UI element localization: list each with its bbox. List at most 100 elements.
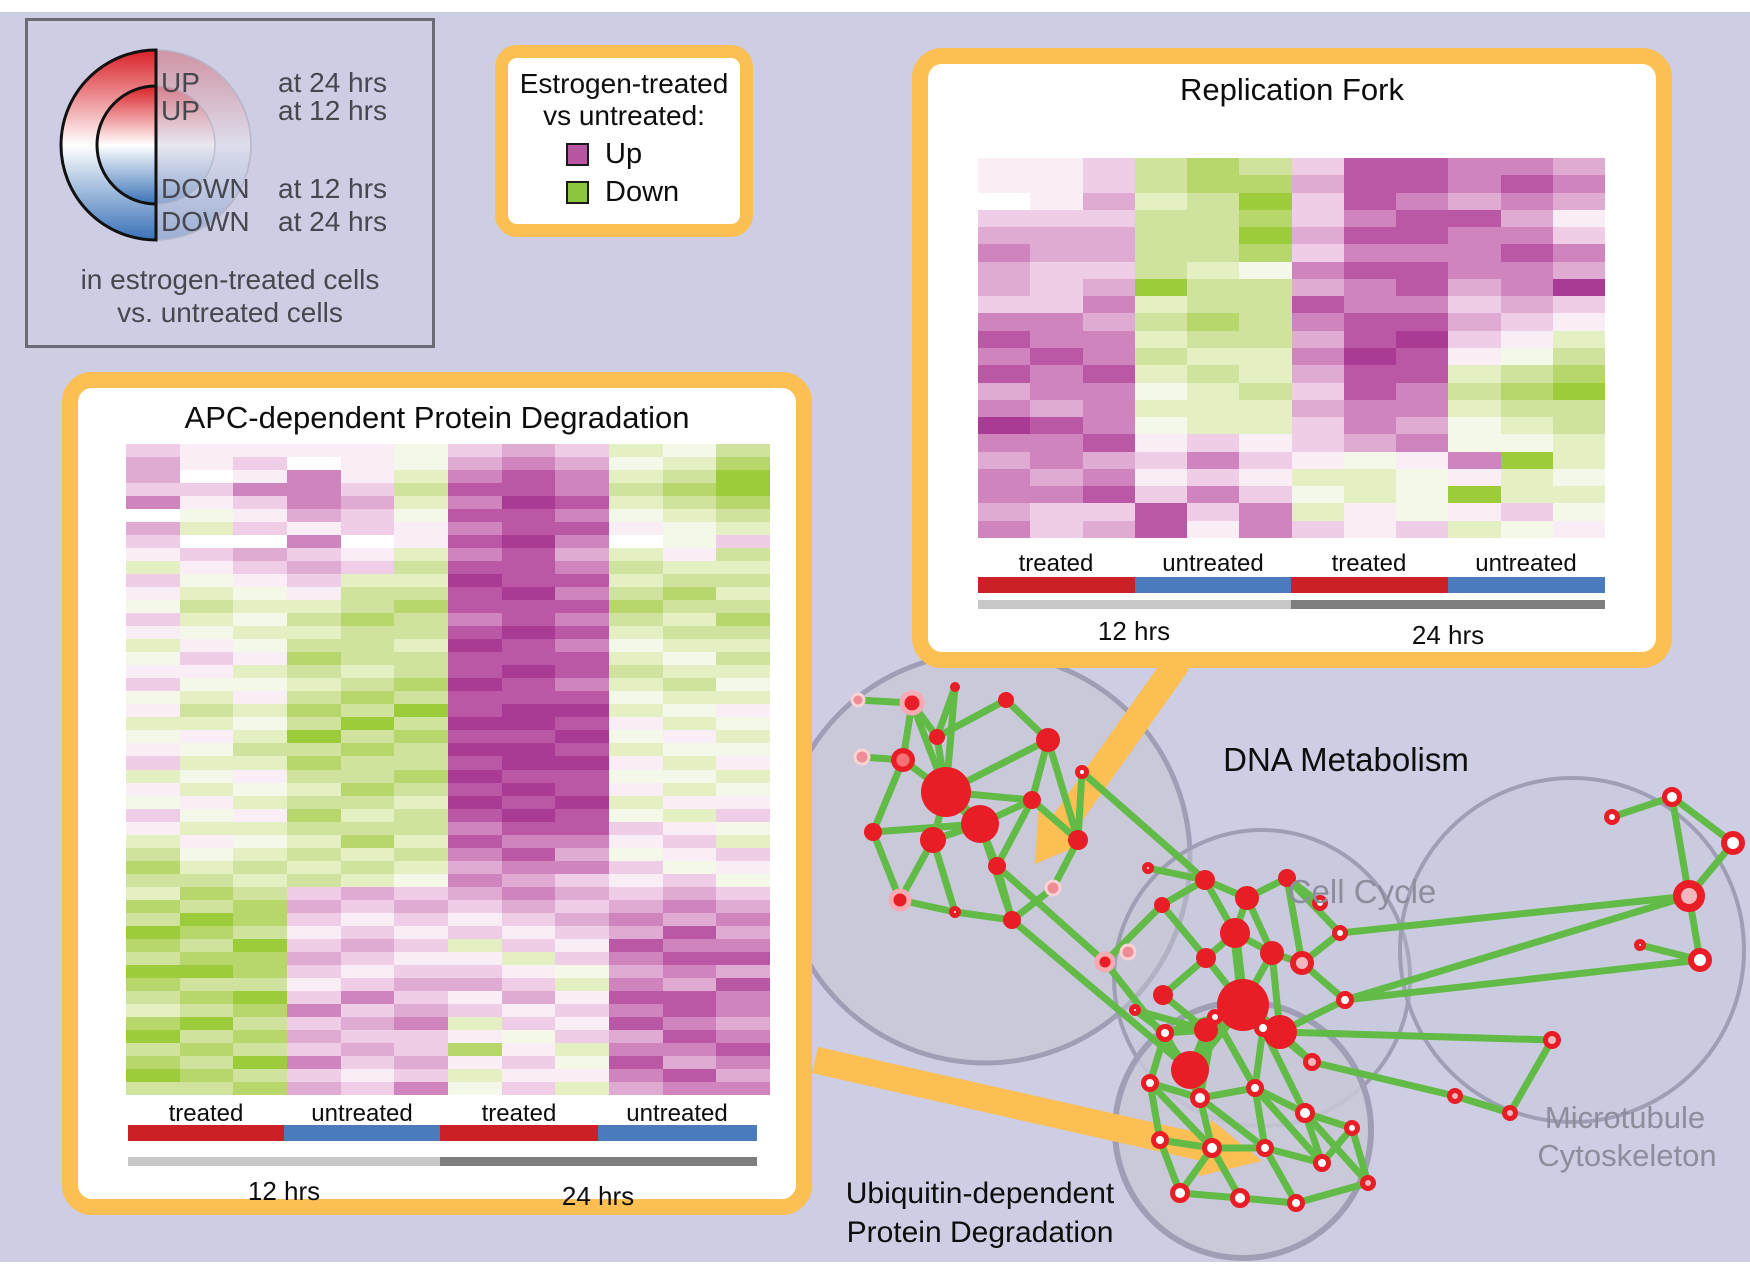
heatmap-cell [233, 548, 287, 562]
heatmap-cell [1082, 486, 1135, 504]
heatmap-cell [233, 860, 287, 874]
heatmap-cell [609, 977, 663, 991]
heatmap-cell [1030, 158, 1083, 176]
heatmap-cell [126, 1081, 180, 1095]
heatmap-cell [287, 548, 341, 562]
up-label: Up [605, 138, 643, 170]
heatmap-cell [501, 899, 556, 913]
heatmap-cell [233, 613, 287, 627]
heatmap-cell [555, 665, 609, 679]
ring-row-time-2: at 12 hrs [278, 173, 387, 204]
heatmap-cell [340, 626, 395, 640]
heatmap-cell [1552, 520, 1605, 538]
heatmap-cell [448, 1016, 502, 1030]
heatmap-cell [609, 886, 663, 900]
heatmap-cell [448, 587, 502, 601]
heatmap-cell [394, 925, 448, 939]
heatmap-cell [287, 860, 341, 874]
heatmap-cell [716, 847, 770, 861]
heatmap-cell [662, 938, 717, 952]
heatmap-cell [394, 821, 448, 835]
heatmap-cell [126, 1029, 180, 1043]
heatmap-cell [716, 613, 770, 627]
heatmap-cell [287, 873, 341, 887]
heatmap-cell [1396, 365, 1449, 383]
heatmap-cell [501, 522, 556, 536]
heatmap-cell [1552, 244, 1605, 262]
heatmap-cell [716, 561, 770, 575]
heatmap-cell [287, 730, 341, 744]
heatmap-cell [1082, 296, 1135, 314]
heatmap-cell [287, 925, 341, 939]
heatmap-cell [501, 1055, 556, 1069]
heatmap-cell [716, 730, 770, 744]
heatmap-cell [1030, 451, 1083, 469]
rf-12hrs-bar [978, 600, 1291, 609]
heatmap-cell [233, 1055, 287, 1069]
heatmap-cell [233, 795, 287, 809]
heatmap-cell [448, 925, 502, 939]
heatmap-cell [340, 951, 395, 965]
heatmap-cell [448, 1081, 502, 1095]
heatmap-cell [555, 548, 609, 562]
heatmap-cell [501, 665, 556, 679]
heatmap-cell [1134, 503, 1187, 521]
legend-item-down: Down [566, 176, 679, 209]
heatmap-cell [126, 548, 180, 562]
heatmap-cell [662, 912, 717, 926]
heatmap-cell [501, 1081, 556, 1095]
heatmap-cell [555, 600, 609, 614]
heatmap-cell [179, 1055, 234, 1069]
rf-group-label-0: treated [1018, 550, 1094, 577]
heatmap-cell [1552, 278, 1605, 297]
heatmap-cell [340, 899, 395, 913]
heatmap-cell [394, 756, 448, 770]
heatmap-cell [340, 834, 395, 848]
heatmap-cell [1291, 365, 1344, 383]
heatmap-cell [394, 457, 448, 471]
heatmap-cell [233, 756, 287, 770]
heatmap-cell [555, 899, 609, 913]
heatmap-cell [1291, 313, 1344, 331]
heatmap-cell [179, 873, 234, 887]
heatmap-cell [448, 548, 502, 562]
heatmap-cell [233, 743, 287, 757]
heatmap-cell [555, 886, 609, 900]
heatmap-cell [662, 743, 717, 757]
heatmap-cell [233, 626, 287, 640]
heatmap-cell [126, 1003, 180, 1017]
heatmap-cell [448, 886, 502, 900]
heatmap-cell [287, 587, 341, 601]
heatmap-cell [340, 964, 395, 978]
heatmap-cell [233, 665, 287, 679]
heatmap-cell [1030, 399, 1083, 418]
heatmap-cell [716, 873, 770, 887]
heatmap-cell [1134, 158, 1187, 176]
heatmap-cell [1187, 296, 1240, 314]
heatmap-cell [179, 457, 234, 471]
heatmap-cell [555, 522, 609, 536]
heatmap-cell [126, 496, 180, 510]
heatmap-cell [978, 158, 1031, 176]
heatmap-cell [1396, 451, 1449, 469]
heatmap-cell [662, 652, 717, 666]
heatmap-cell [662, 678, 717, 692]
heatmap-cell [609, 1068, 663, 1082]
heatmap-cell [233, 938, 287, 952]
heatmap-cell [1343, 486, 1396, 504]
heatmap-cell [179, 769, 234, 783]
heatmap-cell [448, 873, 502, 887]
heatmap-cell [716, 1003, 770, 1017]
heatmap-cell [233, 769, 287, 783]
heatmap-cell [501, 1042, 556, 1056]
heatmap-cell [555, 444, 609, 458]
heatmap-cell [555, 782, 609, 796]
heatmap-cell [1134, 399, 1187, 418]
heatmap-cell [1552, 417, 1605, 435]
heatmap-cell [233, 639, 287, 653]
heatmap-cell [179, 704, 234, 718]
heatmap-cell [179, 444, 234, 458]
heatmap-cell [1343, 313, 1396, 331]
heatmap-cell [340, 925, 395, 939]
heatmap-cell [1187, 175, 1240, 193]
